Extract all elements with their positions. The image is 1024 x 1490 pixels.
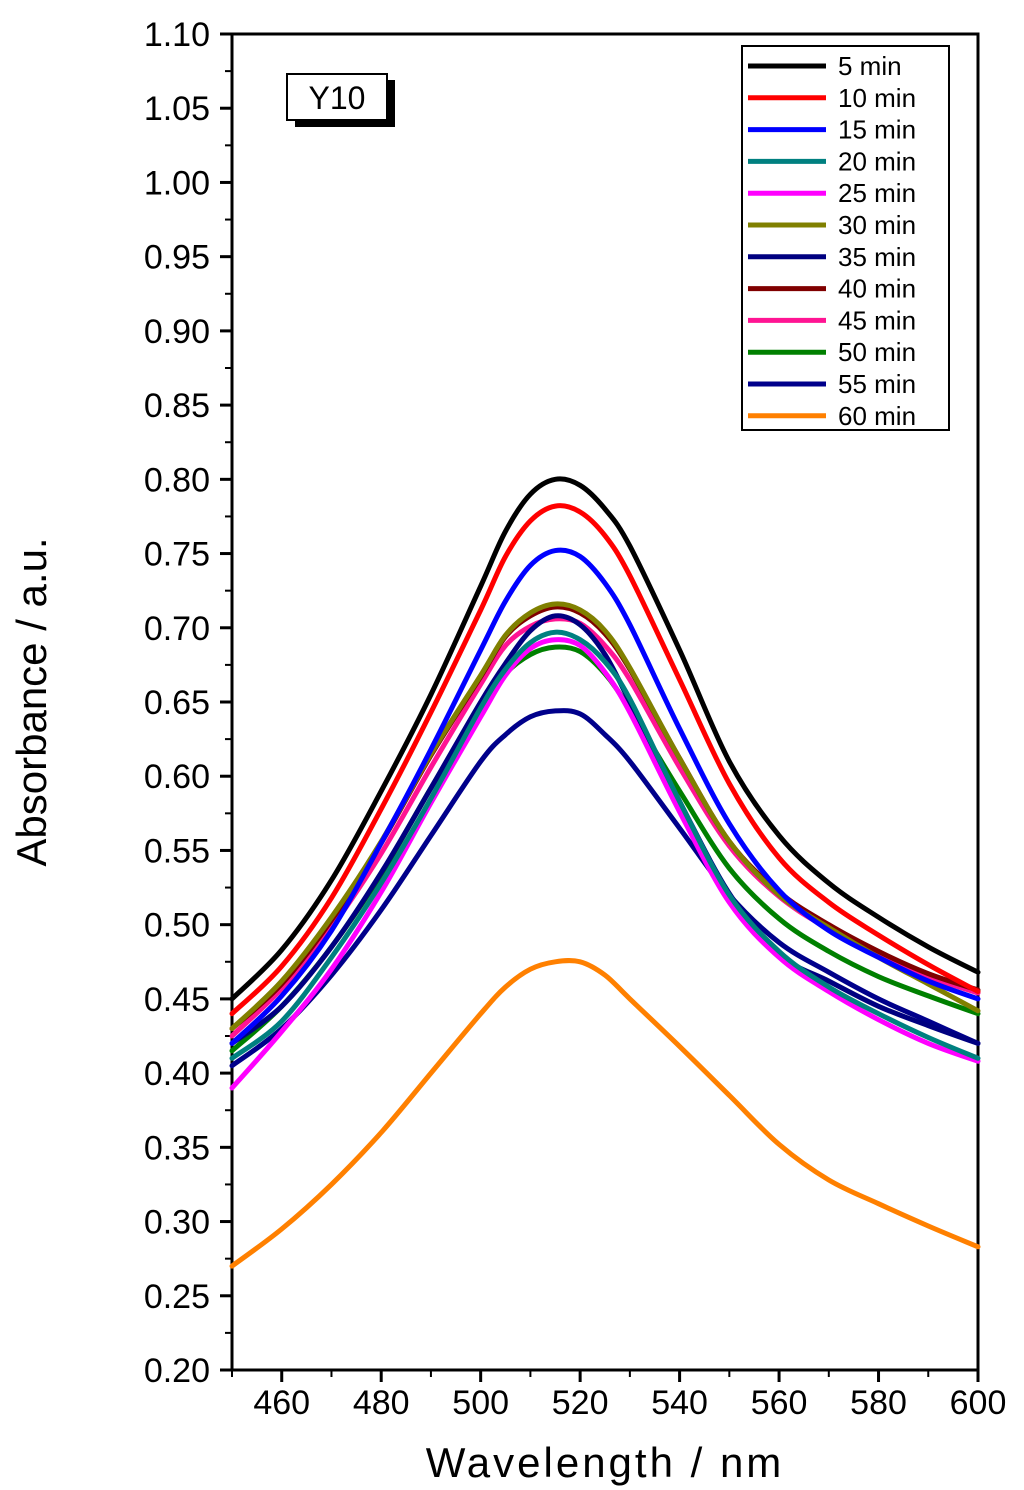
y-tick-label: 0.75: [144, 536, 210, 574]
x-axis-ticks: 460 480 500 520 540 560 580 600: [231, 1370, 1007, 1422]
x-tick-label: 580: [850, 1384, 907, 1422]
series-line-5-min: [229, 476, 981, 1002]
legend-label: 10 min: [838, 83, 916, 113]
legend-label: 50 min: [838, 337, 916, 367]
y-tick-label: 0.20: [144, 1352, 210, 1390]
y-tick-label: 0.35: [144, 1129, 210, 1167]
series-line-15-min: [229, 547, 981, 1046]
series-line-60-min: [229, 957, 981, 1269]
y-tick-label: 0.80: [144, 461, 210, 499]
legend-label: 15 min: [838, 115, 916, 145]
x-tick-label: 600: [950, 1384, 1007, 1422]
panel-label: Y10: [286, 73, 395, 127]
panel-label-text: Y10: [309, 80, 366, 116]
y-tick-label: 1.05: [144, 90, 210, 128]
y-tick-label: 0.50: [144, 907, 210, 945]
x-tick-label: 540: [651, 1384, 708, 1422]
panel-label-box: [286, 73, 388, 121]
y-tick-label: 0.30: [144, 1204, 210, 1242]
y-axis-ticks: 0.20 0.25 0.30 0.35 0.40 0.45 0.50 0.55 0.60 0.65…: [144, 16, 232, 1390]
legend-label: 55 min: [838, 369, 916, 399]
legend-label: 25 min: [838, 178, 916, 208]
y-tick-label: 0.40: [144, 1055, 210, 1093]
legend-label: 40 min: [838, 274, 916, 304]
legend-label: 35 min: [838, 242, 916, 272]
series-line-20-min: [229, 629, 981, 1061]
series-line-35-min: [229, 613, 981, 1046]
y-tick-label: 0.55: [144, 832, 210, 870]
y-tick-label: 1.10: [144, 16, 210, 54]
series-line-25-min: [229, 637, 981, 1091]
y-tick-label: 0.70: [144, 610, 210, 648]
x-tick-label: 560: [751, 1384, 808, 1422]
y-tick-label: 0.25: [144, 1278, 210, 1316]
series-line-55-min: [229, 708, 981, 1069]
y-tick-label: 0.65: [144, 684, 210, 722]
y-tick-label: 0.90: [144, 313, 210, 351]
legend-label: 60 min: [838, 401, 916, 431]
series-line-10-min: [229, 503, 981, 1017]
x-tick-label: 460: [253, 1384, 310, 1422]
series-line-30-min: [229, 601, 981, 1032]
legend-label: 5 min: [838, 51, 902, 81]
y-tick-label: 0.85: [144, 387, 210, 425]
legend-label: 45 min: [838, 305, 916, 335]
y-tick-label: 0.45: [144, 981, 210, 1019]
y-axis-title: Absorbance / a.u.: [8, 537, 55, 866]
legend-label: 30 min: [838, 210, 916, 240]
x-tick-label: 500: [452, 1384, 509, 1422]
y-tick-label: 1.00: [144, 164, 210, 202]
y-tick-label: 0.60: [144, 758, 210, 796]
legend-label: 20 min: [838, 146, 916, 176]
y-tick-label: 0.95: [144, 239, 210, 277]
x-tick-label: 520: [552, 1384, 609, 1422]
legend-box: [741, 45, 950, 431]
x-axis-title: Wavelength / nm: [426, 1439, 785, 1486]
x-tick-label: 480: [353, 1384, 410, 1422]
series-lines: [229, 476, 981, 1269]
